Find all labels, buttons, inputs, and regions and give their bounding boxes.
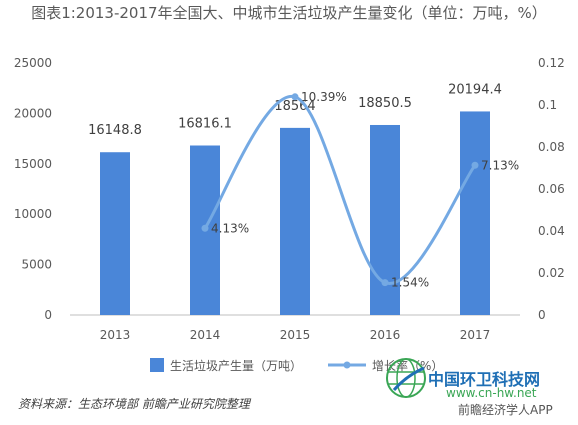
legend-label-bar: 生活垃圾产生量（万吨）	[170, 358, 302, 373]
legend-swatch-line-point	[343, 361, 351, 369]
growth-rate-data-label: 10.39%	[301, 90, 347, 104]
x-tick-label: 2014	[190, 328, 221, 342]
growth-rate-data-label: 1.54%	[391, 276, 429, 290]
globe-logo-icon	[386, 358, 426, 398]
bar-data-label: 20194.4	[448, 82, 502, 97]
y-left-tick-label: 0	[44, 308, 52, 322]
y-right-tick-label: 0.1	[538, 98, 557, 112]
x-tick-label: 2016	[370, 328, 401, 342]
x-tick-label: 2017	[460, 328, 491, 342]
y-left-tick-label: 25000	[14, 56, 52, 70]
y-right-tick-label: 0	[538, 308, 546, 322]
bar-data-label: 16148.8	[88, 123, 142, 138]
growth-rate-point	[291, 93, 299, 101]
growth-rate-line	[203, 95, 477, 285]
growth-rate-data-label: 7.13%	[481, 158, 519, 172]
watermark-site-name: 中国环卫科技网	[428, 370, 541, 389]
bar	[100, 152, 130, 315]
chart-title: 图表1:2013-2017年全国大、中城市生活垃圾产生量变化（单位：万吨，%）	[31, 4, 547, 22]
y-right-tick-label: 0.12	[538, 56, 565, 70]
y-left-tick-label: 20000	[14, 106, 52, 120]
bar	[280, 127, 310, 315]
y-left-tick-label: 10000	[14, 207, 52, 221]
y-right-tick-label: 0.04	[538, 224, 565, 238]
watermark-site-url: www.cn-hw.net	[446, 386, 537, 400]
bar-data-label: 18564	[274, 99, 315, 114]
y-left-tick-label: 5000	[21, 258, 52, 272]
bar-data-label: 16816.1	[178, 116, 232, 131]
x-tick-label: 2013	[100, 328, 131, 342]
bar	[460, 111, 490, 315]
growth-rate-point	[201, 224, 209, 232]
growth-rate-data-label: 4.13%	[211, 221, 249, 235]
source-note: 资料来源：生态环境部 前瞻产业研究院整理	[18, 397, 250, 411]
bar-data-label: 18850.5	[358, 96, 412, 111]
growth-rate-point	[471, 161, 479, 169]
y-left-tick-label: 15000	[14, 157, 52, 171]
y-right-tick-label: 0.08	[538, 140, 565, 154]
legend-swatch-bar	[150, 358, 164, 372]
growth-rate-point	[381, 279, 389, 287]
x-tick-label: 2015	[280, 328, 311, 342]
watermark-app-name: 前瞻经济学人APP	[458, 403, 553, 417]
y-right-tick-label: 0.06	[538, 182, 565, 196]
y-right-tick-label: 0.02	[538, 266, 565, 280]
